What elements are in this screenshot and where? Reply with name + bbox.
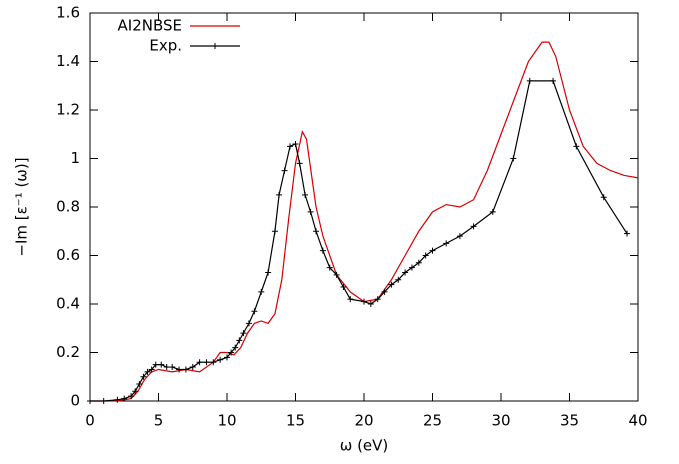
data-point: [381, 288, 388, 295]
data-point: [361, 298, 367, 305]
legend-label: Exp.: [149, 37, 182, 55]
data-point: [251, 308, 258, 315]
data-point: [456, 233, 463, 240]
data-point: [265, 269, 272, 276]
data-point: [374, 296, 381, 303]
data-point: [333, 271, 340, 278]
data-point: [326, 264, 333, 271]
data-point: [510, 155, 517, 162]
data-point: [217, 356, 224, 363]
data-point: [408, 264, 415, 271]
data-point: [176, 366, 183, 373]
data-point: [550, 77, 557, 84]
data-point: [258, 288, 265, 295]
data-point: [313, 228, 320, 235]
x-tick-label: 35: [560, 412, 579, 430]
data-point: [281, 167, 288, 174]
data-point: [121, 395, 128, 402]
data-point: [182, 366, 189, 373]
data-point: [203, 359, 210, 366]
plot-frame: [89, 12, 639, 402]
data-point: [388, 281, 395, 288]
data-point: [402, 269, 409, 276]
data-point: [276, 191, 283, 198]
legend-label: AI2NBSE: [118, 17, 182, 35]
data-point: [236, 337, 243, 344]
data-point: [340, 284, 347, 291]
data-point: [624, 230, 631, 237]
x-tick-label: 20: [354, 412, 373, 430]
series-line: [90, 41, 639, 402]
data-point: [144, 368, 151, 375]
data-point: [429, 247, 436, 254]
y-tick-label: 0.6: [56, 246, 80, 264]
data-point: [526, 77, 533, 84]
data-point: [158, 361, 165, 368]
legend-marker: [212, 43, 218, 49]
data-point: [600, 194, 607, 201]
y-tick-label: 0: [70, 392, 80, 410]
y-tick-label: 1.4: [56, 52, 80, 70]
x-axis-label: ω (eV): [340, 437, 389, 455]
x-tick-label: 15: [286, 412, 305, 430]
data-point: [415, 259, 422, 266]
data-point: [240, 330, 247, 337]
x-tick-label: 0: [85, 412, 95, 430]
y-tick-label: 0.2: [56, 343, 80, 361]
data-point: [152, 361, 159, 368]
data-point: [148, 366, 155, 373]
data-point: [210, 359, 217, 366]
data-point: [296, 160, 303, 167]
data-point: [422, 252, 429, 259]
data-point: [163, 364, 170, 371]
data-point: [87, 398, 93, 404]
data-point: [443, 240, 450, 247]
data-point: [114, 396, 121, 403]
data-point: [169, 364, 176, 371]
x-tick-label: 30: [491, 412, 510, 430]
data-point: [470, 223, 477, 230]
data-point: [489, 208, 496, 215]
series-line: [90, 80, 628, 402]
data-point: [302, 191, 309, 198]
y-tick-label: 0.4: [56, 295, 80, 313]
y-tick-label: 0.8: [56, 198, 80, 216]
x-tick-label: 10: [217, 412, 236, 430]
x-tick-label: 25: [423, 412, 442, 430]
data-point: [307, 208, 314, 215]
y-tick-label: 1.6: [56, 4, 80, 22]
data-point: [132, 388, 139, 395]
x-tick-label: 40: [628, 412, 647, 430]
data-point: [573, 143, 580, 150]
data-point: [367, 301, 374, 307]
data-point: [224, 354, 230, 361]
data-point: [100, 398, 107, 404]
data-point: [271, 228, 278, 235]
data-point: [232, 344, 239, 351]
data-point: [128, 393, 135, 400]
y-tick-label: 1.2: [56, 101, 80, 119]
y-tick-label: 1: [70, 149, 80, 167]
data-point: [189, 364, 196, 371]
data-point: [136, 381, 143, 388]
data-point: [319, 247, 326, 254]
data-point: [140, 373, 147, 380]
data-point: [347, 296, 354, 303]
data-point: [292, 140, 299, 147]
data-point: [395, 276, 402, 283]
data-point: [196, 359, 203, 366]
data-point: [287, 143, 294, 150]
x-tick-label: 5: [154, 412, 164, 430]
data-point: [245, 320, 252, 327]
data-point: [228, 349, 235, 356]
y-axis-label: −Im [ε⁻¹ (ω)]: [13, 157, 31, 256]
